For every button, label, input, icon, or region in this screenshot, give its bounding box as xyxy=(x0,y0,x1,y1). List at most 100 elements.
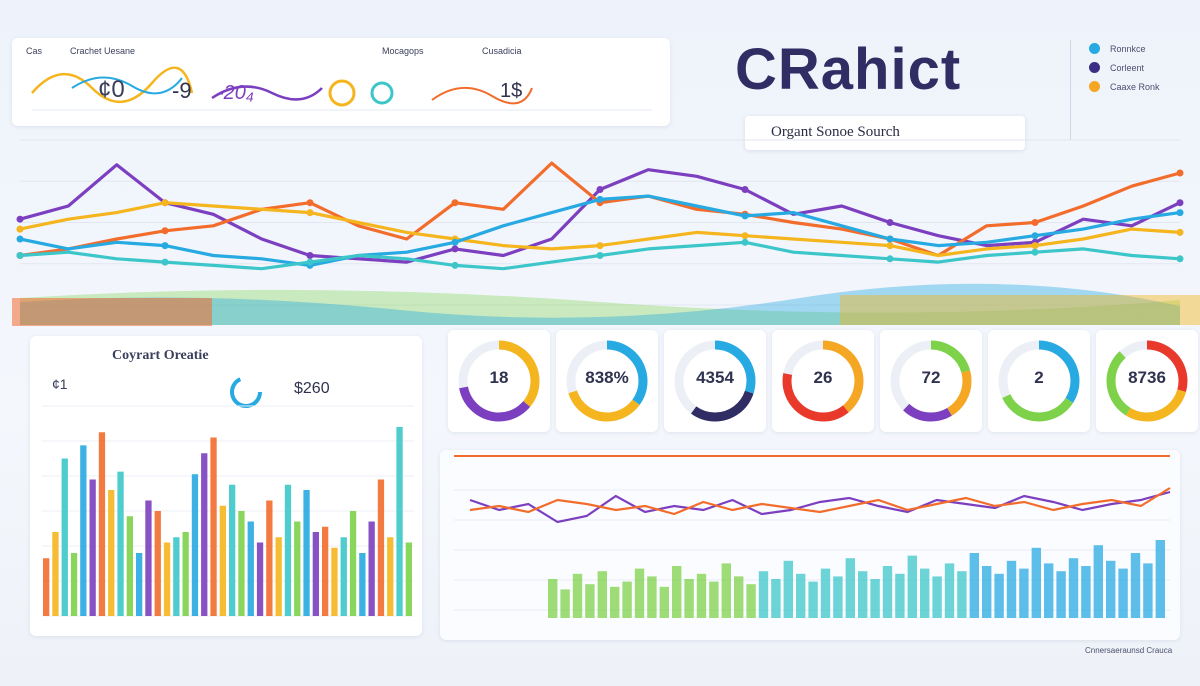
bar xyxy=(247,521,254,616)
data-point xyxy=(451,261,459,269)
bar xyxy=(808,581,818,618)
bar xyxy=(275,537,282,616)
legend-label: Corleent xyxy=(1110,62,1145,73)
bar xyxy=(98,432,106,616)
bar xyxy=(882,566,893,618)
strip-label: Crachet Uesane xyxy=(70,46,136,56)
gauge-arc xyxy=(674,340,756,422)
bar xyxy=(108,490,115,616)
gauge-value: 18 xyxy=(489,368,509,387)
gauge-ring xyxy=(458,340,540,422)
bar xyxy=(696,573,707,618)
gauge-arc xyxy=(890,340,972,422)
gauge-arc xyxy=(782,340,864,422)
trend-line xyxy=(469,490,1171,524)
bar xyxy=(572,573,583,618)
bar xyxy=(210,437,217,616)
data-point xyxy=(16,235,24,243)
bar xyxy=(322,526,329,616)
bar xyxy=(684,579,694,618)
bar xyxy=(920,568,930,618)
bar xyxy=(771,579,781,618)
area-band xyxy=(840,295,1200,325)
gauge-card: 8736 xyxy=(1096,330,1198,432)
data-point xyxy=(1031,219,1039,226)
bar xyxy=(845,558,855,618)
bar xyxy=(1031,547,1041,618)
bar xyxy=(145,500,152,616)
bar xyxy=(173,537,180,616)
bar xyxy=(1081,566,1091,618)
bar xyxy=(758,571,769,618)
gauge-arc xyxy=(1106,340,1188,422)
legend: Ronnkce Corleent Caaxe Ronk xyxy=(1070,40,1190,140)
data-point xyxy=(1176,199,1184,207)
bar xyxy=(548,579,558,618)
bar xyxy=(340,537,347,616)
bar xyxy=(982,566,992,618)
bar xyxy=(52,532,59,616)
bar xyxy=(1019,568,1029,618)
bar xyxy=(610,586,620,618)
strip-value: 1$ xyxy=(500,80,523,102)
bar xyxy=(672,566,682,618)
data-point xyxy=(161,227,169,235)
bar xyxy=(1143,563,1153,618)
bar xyxy=(1006,560,1017,618)
gauge-ring xyxy=(998,340,1080,422)
gauge-row: 18 838% 4354 26 72 2 8736 xyxy=(440,322,1200,440)
bar xyxy=(1093,545,1103,618)
legend-swatch xyxy=(1089,81,1100,92)
data-point xyxy=(16,215,24,223)
gauge-card: 72 xyxy=(880,330,982,432)
bar xyxy=(833,576,843,618)
gauge-arc xyxy=(782,340,864,422)
gauge-card: 838% xyxy=(556,330,658,432)
bar xyxy=(126,516,133,616)
gauge-value: 2 xyxy=(1034,368,1044,387)
bar xyxy=(117,471,124,616)
bar xyxy=(1068,558,1079,618)
gauge-arc xyxy=(566,340,648,422)
gauge-value: 26 xyxy=(813,368,833,387)
bar xyxy=(312,532,319,616)
bar xyxy=(284,484,292,616)
bar xyxy=(820,568,831,618)
data-point xyxy=(596,242,604,250)
strip-value: -9 xyxy=(172,78,192,103)
data-point xyxy=(596,252,604,259)
bar xyxy=(734,576,744,618)
bar xyxy=(136,553,143,616)
data-point xyxy=(451,245,459,253)
gauge-value: 72 xyxy=(921,368,941,387)
bar xyxy=(1155,540,1165,618)
bar xyxy=(80,445,87,616)
gauge-arc xyxy=(890,340,972,422)
search-field[interactable]: Organt Sonoe Sourch xyxy=(745,116,1025,150)
brand-title: CRahict xyxy=(735,37,962,102)
bar xyxy=(377,479,385,616)
data-point xyxy=(741,238,749,246)
legend-label: Caaxe Ronk xyxy=(1110,81,1160,92)
legend-item: Caaxe Ronk xyxy=(1089,78,1190,95)
gauge-arc xyxy=(1106,340,1188,422)
data-point xyxy=(161,199,169,207)
bar xyxy=(647,576,657,618)
data-point xyxy=(1176,169,1184,177)
area-band xyxy=(20,289,1180,325)
legend-item: Ronnkce xyxy=(1089,40,1190,57)
data-point xyxy=(16,252,24,259)
bar xyxy=(1044,563,1054,618)
strip-value: ¢0 xyxy=(98,76,125,103)
bar xyxy=(969,553,979,618)
bar xyxy=(1118,568,1128,618)
bar xyxy=(43,558,50,616)
bar-panel-title: Coyrart Oreatie xyxy=(112,348,209,363)
area-band xyxy=(20,283,1180,325)
bar xyxy=(1130,553,1141,618)
bar xyxy=(796,573,806,618)
data-point xyxy=(451,238,459,246)
gauge-card: 4354 xyxy=(664,330,766,432)
main-line-chart xyxy=(12,139,1200,326)
bar xyxy=(256,542,264,616)
